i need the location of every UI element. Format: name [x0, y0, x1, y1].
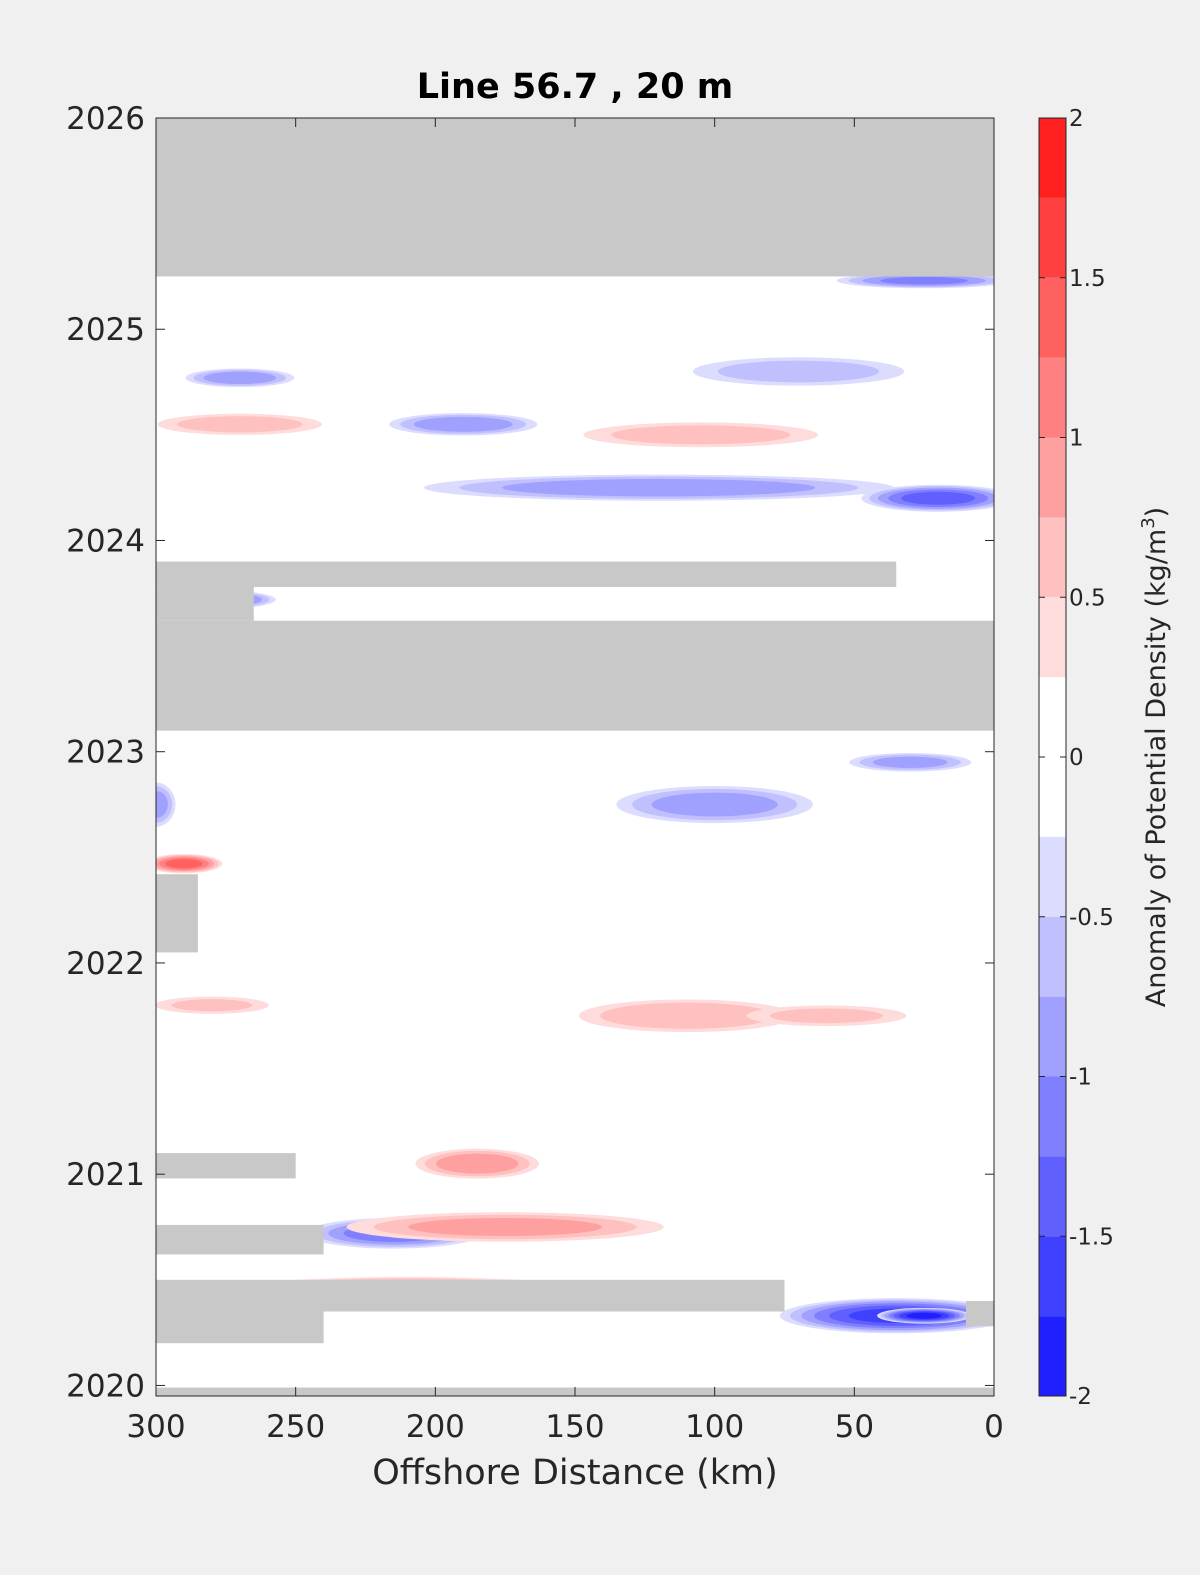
plot-area	[155, 117, 995, 1397]
colorbar-unit-gap	[1141, 607, 1172, 616]
x-tick-labels: 300 250 200 150 100 50 0	[126, 1409, 1003, 1445]
colorbar-swatch	[1039, 916, 1066, 997]
anomaly-contour-9	[769, 1008, 883, 1024]
no-data-region	[156, 1279, 785, 1312]
y-tick-label: 2023	[66, 735, 145, 771]
anomaly-contour-8	[171, 999, 253, 1012]
colorbar-unit-exponent: 3	[1138, 517, 1159, 528]
x-tick-label: 200	[406, 1409, 465, 1445]
x-tick-label: 0	[984, 1409, 1004, 1445]
colorbar-unit-close: )	[1141, 507, 1172, 518]
colorbar-swatch	[1039, 118, 1066, 198]
colorbar-tick-label: -1	[1069, 1065, 1092, 1091]
x-tick-label: 250	[266, 1409, 325, 1445]
colorbar-tick-label: 1	[1069, 426, 1084, 452]
plot-title: Line 56.7 , 20 m	[417, 67, 734, 107]
colorbar-swatch	[1039, 277, 1066, 358]
y-tick-label: 2025	[66, 312, 145, 348]
colorbar-swatch	[1039, 1236, 1066, 1317]
y-tick-label: 2021	[66, 1157, 145, 1193]
no-data-regions	[156, 118, 994, 1396]
no-data-region	[156, 620, 994, 731]
no-data-region	[156, 1311, 324, 1344]
anomaly-contour-10	[165, 859, 203, 869]
colorbar-tick-label: -2	[1069, 1384, 1092, 1410]
plot-background	[156, 118, 994, 1396]
no-data-region	[156, 1224, 324, 1255]
colorbar-swatch	[1039, 197, 1066, 278]
colorbar-tick-label: -0.5	[1069, 905, 1114, 931]
colorbar-unit: (kg/m	[1141, 529, 1172, 608]
anomaly-contour-5	[408, 1217, 603, 1237]
x-axis-title: Offshore Distance (km)	[372, 1453, 778, 1493]
no-data-region	[156, 586, 254, 621]
x-tick-label: 50	[835, 1409, 874, 1445]
colorbar-swatch	[1039, 996, 1066, 1077]
y-tick-labels: 2020 2021 2022 2023 2024 2025 2026	[66, 101, 145, 1404]
colorbar-swatch	[1039, 1076, 1066, 1157]
anomaly-contour-11	[651, 792, 778, 817]
colorbar-swatches	[1039, 118, 1066, 1396]
colorbar-swatch	[1039, 1156, 1066, 1237]
anomaly-contour-7	[600, 1002, 774, 1029]
anomaly-contour-3	[906, 1312, 942, 1319]
colorbar-tick-label: 1.5	[1069, 266, 1106, 292]
anomaly-contour-13	[872, 756, 948, 768]
anomaly-contour-12	[156, 790, 168, 819]
anomaly-contour-18	[611, 425, 791, 445]
anomaly-contour-15	[502, 478, 816, 497]
y-tick-label: 2020	[66, 1368, 145, 1404]
colorbar-swatch	[1039, 437, 1066, 518]
no-data-region	[156, 118, 994, 277]
anomaly-contour-16	[901, 491, 976, 505]
y-tick-label: 2024	[66, 523, 145, 559]
colorbar-swatch	[1039, 836, 1066, 917]
colorbar-tick-label: -1.5	[1069, 1224, 1114, 1250]
no-data-region	[156, 561, 897, 587]
anomaly-contour-17	[413, 416, 513, 432]
anomaly-contour-6	[436, 1153, 519, 1174]
y-tick-label: 2022	[66, 946, 145, 982]
colorbar-swatch	[1039, 1316, 1066, 1396]
anomaly-contour-19	[177, 416, 303, 433]
colorbar-title-text: Anomaly of Potential Density	[1141, 616, 1172, 1007]
colorbar-tick-label: 2	[1069, 106, 1084, 132]
plot-frame	[155, 117, 995, 1397]
anomaly-contour-20	[203, 371, 277, 385]
x-tick-label: 100	[685, 1409, 744, 1445]
anomaly-contour-22	[880, 276, 968, 285]
colorbar-swatch	[1039, 517, 1066, 598]
colorbar-ticks	[1039, 117, 1066, 1397]
colorbar-tick-label: 0.5	[1069, 585, 1106, 611]
colorbar-swatch	[1039, 357, 1066, 438]
no-data-region	[156, 1153, 296, 1179]
colorbar-title: Anomaly of Potential Density (kg/m3)	[1138, 507, 1172, 1007]
y-tick-label: 2026	[66, 101, 145, 137]
colorbar-tick-labels: -2 -1.5 -1 -0.5 0 0.5 1 1.5 2	[1069, 106, 1114, 1410]
colorbar-tick-label: 0	[1069, 745, 1084, 771]
x-tick-label: 300	[126, 1409, 185, 1445]
no-data-region	[156, 874, 198, 953]
no-data-region	[966, 1300, 994, 1327]
colorbar: -2 -1.5 -1 -0.5 0 0.5 1 1.5 2 Anomaly of Potenti…	[1038, 106, 1172, 1410]
anomaly-contour-21	[717, 360, 880, 383]
colorbar-swatch	[1039, 597, 1066, 678]
x-tick-label: 150	[545, 1409, 604, 1445]
